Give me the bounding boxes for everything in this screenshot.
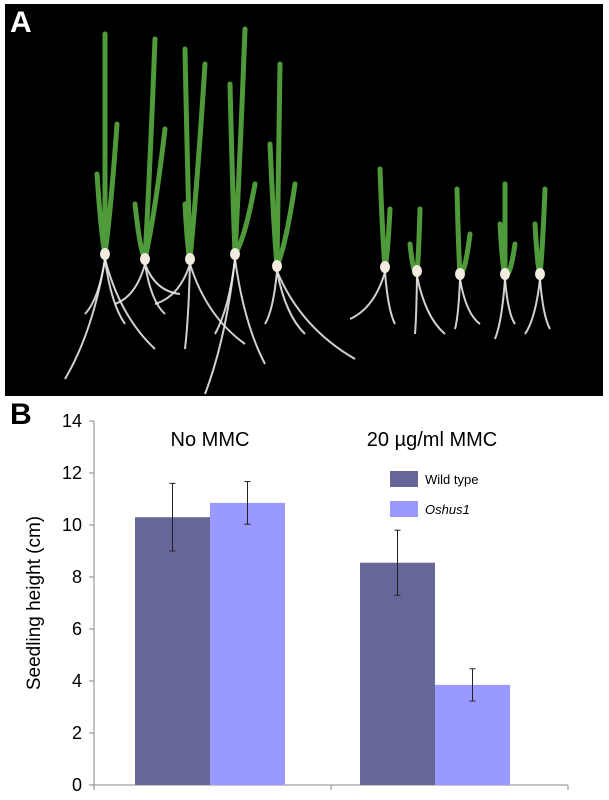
bar-wild-type-0 [135,517,210,785]
leaf [414,206,423,274]
root [154,263,191,305]
legend-label: Oshus1 [425,502,470,517]
root [416,275,446,335]
root [494,278,506,340]
root [144,263,166,315]
seedling [494,181,518,340]
seed [272,260,282,272]
root [104,258,156,350]
seed [185,253,195,265]
root [454,278,461,330]
seedling-height-chart: 0 2 4 6 8 10 12 14 No MMC 20 µg/ml MMC Wild type… [24,411,569,795]
leaf [142,36,158,262]
seed [230,248,240,260]
root [84,258,106,315]
root [189,263,246,345]
root [64,258,106,380]
root [234,258,266,365]
root [524,278,541,335]
seedling [114,36,181,315]
leaf [187,61,208,262]
leaf [454,186,463,277]
legend-swatch [390,501,418,517]
leaf [232,26,248,257]
root [104,258,126,325]
root [414,275,418,335]
seedling-photo [5,4,603,396]
root [384,271,396,325]
seed [535,268,545,280]
leaf [142,126,168,262]
seedling [454,186,481,330]
y-axis-label: Seedling height (cm) [24,516,45,690]
root [214,258,236,335]
error-bars [169,481,476,702]
y-tick-label: 0 [72,775,82,795]
root [504,278,516,325]
seedling [349,166,396,325]
seed [100,248,110,260]
group-label: 20 µg/ml MMC [367,429,497,451]
root [204,258,236,395]
panel-b-label: B [10,398,32,431]
root [184,263,191,350]
y-tick-label: 6 [72,619,82,639]
leaf [537,186,548,277]
leaf [132,201,148,262]
seedling [524,186,551,335]
root [276,270,306,335]
seedling [264,61,356,360]
seedling-illustration [64,26,551,395]
bar-oshus1-1 [435,684,510,785]
bar-oshus1-0 [210,502,285,785]
leaf [274,61,283,269]
group-label: No MMC [171,429,250,451]
y-tick-label: 2 [72,723,82,743]
y-tick-label: 8 [72,567,82,587]
panel-a-label: A [10,6,32,39]
seedling [64,31,156,380]
y-tick-label: 12 [62,463,82,483]
leaf [382,206,393,270]
y-tick-label: 10 [62,515,82,535]
root [276,270,356,360]
y-axis-ticks: 0 2 4 6 8 10 12 14 [62,411,94,795]
seed [140,253,150,265]
root [349,271,386,320]
bar-series [135,502,510,785]
leaf [102,121,120,257]
seed [380,261,390,273]
leaf [532,221,543,277]
seedling [154,46,246,350]
leaf [457,231,473,277]
seed [500,268,510,280]
seed [412,265,422,277]
group-labels: No MMC 20 µg/ml MMC [171,429,498,451]
bar-wild-type-1 [360,562,435,785]
root [144,263,181,295]
legend-label: Wild type [425,472,478,487]
y-tick-label: 4 [72,671,82,691]
seedling [407,206,446,335]
root [114,263,146,305]
root [539,278,551,330]
seed [455,268,465,280]
y-tick-label: 14 [62,411,82,431]
seedling [204,26,266,395]
leaf [227,81,238,257]
leaf [377,166,388,270]
root [264,270,278,325]
legend-swatch [390,471,418,487]
leaf [267,141,280,269]
root [459,278,481,325]
chart-legend: Wild type Oshus1 [390,471,478,517]
